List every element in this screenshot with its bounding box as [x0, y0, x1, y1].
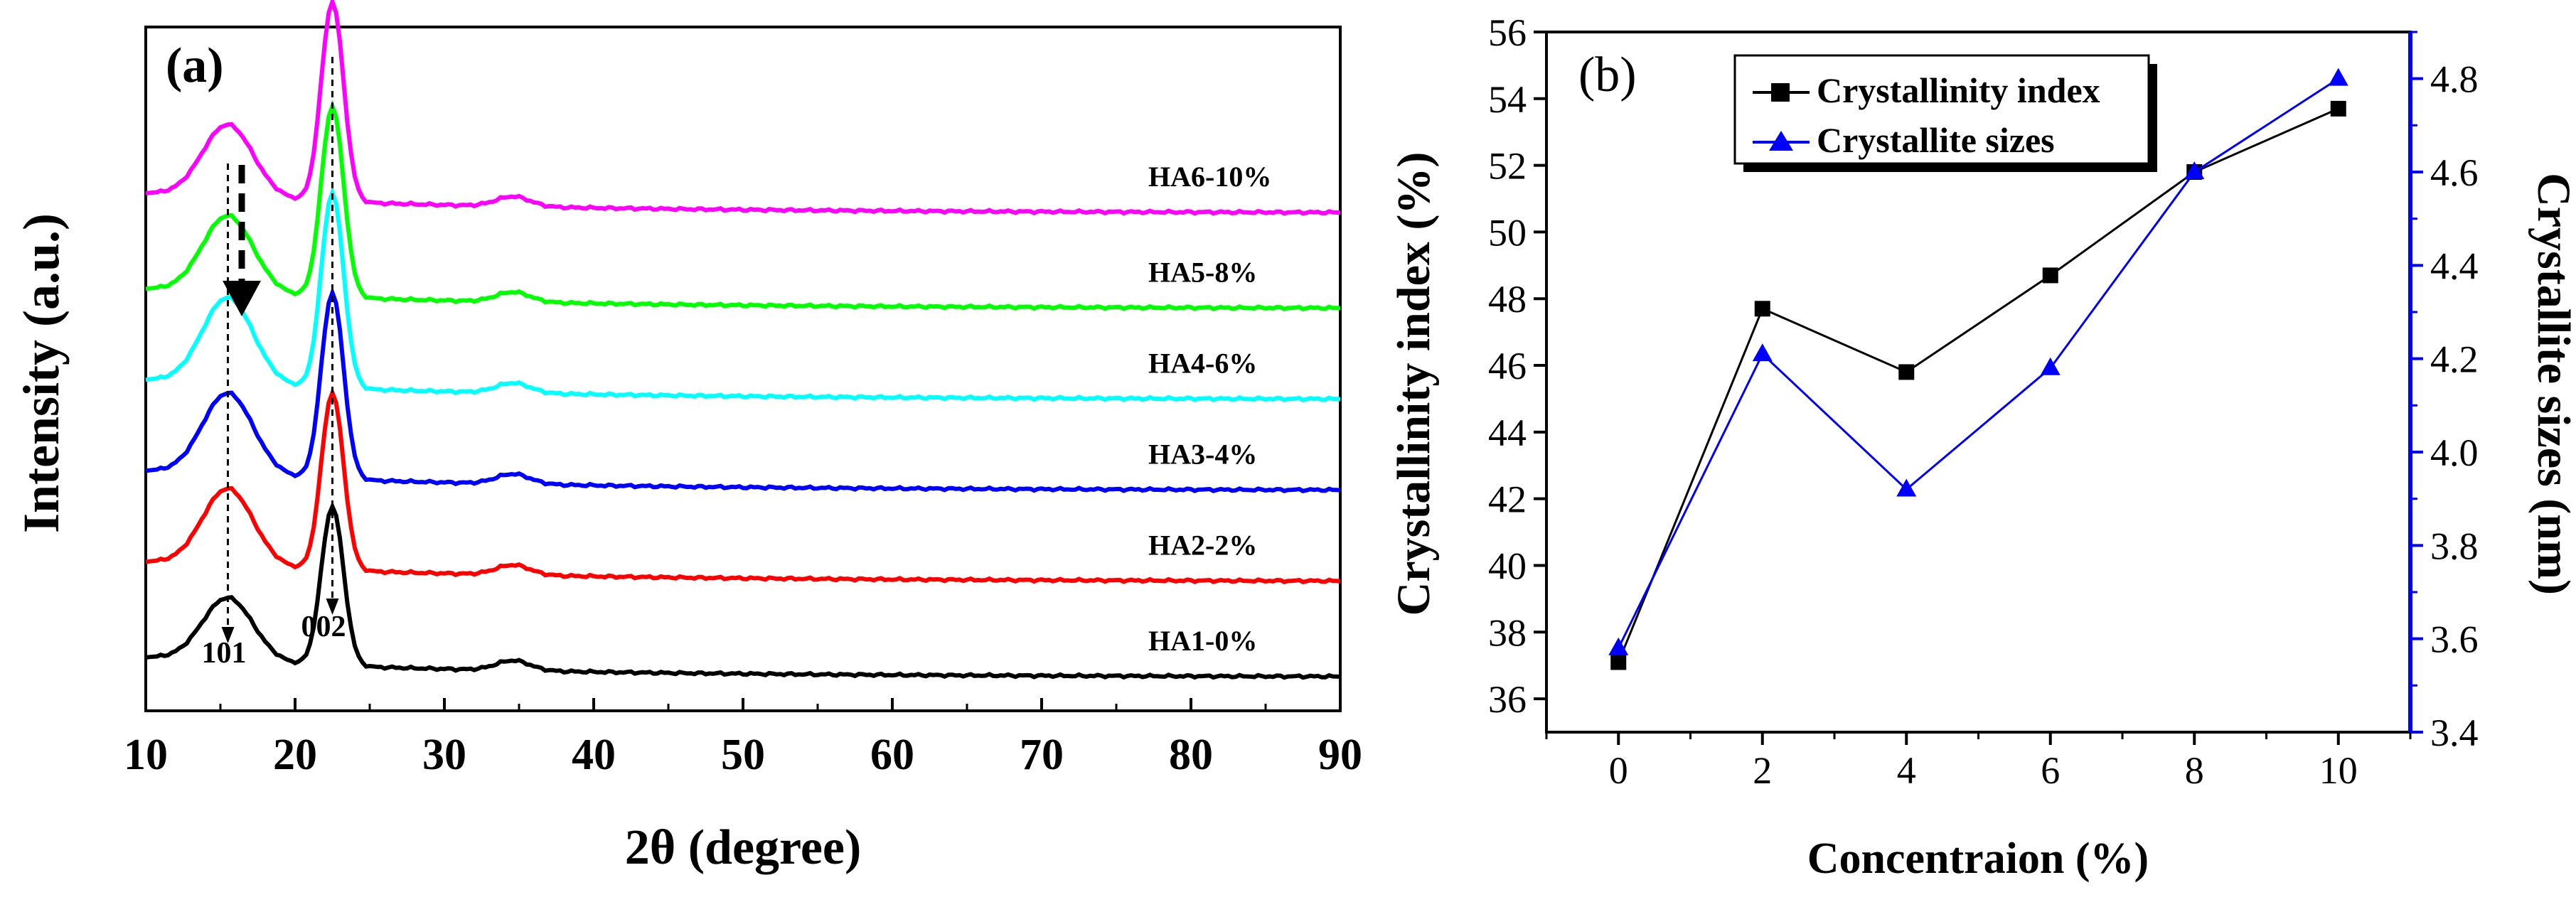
crystallinity-y-tick-label: 50: [1488, 211, 1527, 254]
xrd-peak-label-101: 101: [202, 637, 247, 670]
xrd-series-line: [145, 286, 1341, 494]
crystallinity-point: [1898, 364, 1915, 380]
crystallinity-y-tick-label: 52: [1488, 145, 1527, 188]
xrd-x-tick-label: 80: [1169, 731, 1213, 779]
xrd-series-line: [145, 0, 1341, 216]
crystallite-y2-tick-label: 4.6: [2430, 151, 2479, 194]
crystallite-point: [1896, 478, 1917, 497]
crystallite-y2-tick-label: 4.8: [2430, 58, 2479, 101]
xrd-x-tick-label: 50: [721, 731, 765, 779]
xrd-series-line: [145, 186, 1341, 403]
crystallinity-series: [1608, 68, 2348, 670]
crystallite-y2-tick-label: 3.4: [2430, 712, 2479, 754]
crystallinity-y-tick-label: 54: [1488, 78, 1527, 121]
xrd-panel: (a) 10 20 30 40 50 60 70 80 90 HA1-0% HA2-2% HA3-4…: [13, 0, 1362, 875]
crystallite-y2-tick-label: 3.6: [2430, 618, 2479, 661]
crystallinity-y-tick-label: 46: [1488, 345, 1527, 387]
shift-arrowhead: [223, 281, 261, 316]
crystallinity-series-line: [1617, 77, 2339, 649]
xrd-series: HA1-0% HA2-2% HA3-4% HA4-6% HA5-8% HA6-10%: [145, 0, 1341, 680]
crystallite-point: [2040, 357, 2061, 375]
xrd-panel-label: (a): [166, 38, 224, 93]
crystallinity-point: [2330, 100, 2346, 117]
xrd-x-axis-label: 2θ (degree): [625, 820, 862, 875]
crystallinity-y-tick-label: 56: [1488, 11, 1527, 54]
concentration-x-tick-label: 8: [2185, 749, 2204, 792]
legend-label-crystallinity: Crystallinity index: [1817, 70, 2100, 110]
xrd-series-label: HA3-4%: [1148, 439, 1257, 471]
concentration-x-tick-label: 10: [2319, 749, 2358, 792]
xrd-series-label: HA6-10%: [1148, 161, 1271, 193]
legend-label-crystallite: Crystallite sizes: [1817, 120, 2055, 160]
xrd-series-label: HA2-2%: [1148, 530, 1257, 562]
crystallinity-y-tick-label: 40: [1488, 544, 1527, 587]
legend-square-marker: [1771, 83, 1790, 102]
xrd-x-tick-label: 40: [572, 731, 616, 779]
crystallite-point: [2328, 68, 2348, 86]
crystallite-point: [1608, 637, 1629, 655]
concentration-x-tick-label: 2: [1753, 749, 1772, 792]
peak-002-arrowhead: [326, 599, 339, 615]
xrd-series-label: HA4-6%: [1148, 348, 1257, 380]
crystallinity-y-tick-label: 44: [1488, 412, 1527, 454]
crystallite-y2-tick-label: 4.0: [2430, 431, 2479, 474]
crystallite-y2-tick-label: 4.4: [2430, 245, 2479, 287]
crystallite-y2-tick-label: 4.2: [2430, 338, 2479, 381]
crystallite-y2-tick-label: 3.8: [2430, 525, 2479, 567]
xrd-x-tick-label: 30: [422, 731, 466, 779]
concentration-x-ticks: 0 2 4 6 8 10: [1545, 732, 2412, 792]
xrd-x-tick-label: 20: [273, 731, 317, 779]
concentration-x-tick-label: 0: [1609, 749, 1628, 792]
crystallite-point: [1752, 343, 1773, 362]
xrd-peak-label-002: 002: [301, 611, 346, 643]
xrd-series-line: [145, 100, 1341, 312]
crystallinity-y-tick-label: 48: [1488, 278, 1527, 321]
xrd-series-label: HA1-0%: [1148, 625, 1257, 657]
crystallite-y2-axis-label: Crystallite sizes (nm): [2528, 173, 2576, 595]
legend: Crystallinity index Crystallite sizes: [1733, 54, 2157, 172]
xrd-peak-arrows: [221, 57, 339, 643]
crystallinity-panel-label: (b): [1578, 48, 1637, 102]
concentration-x-tick-label: 6: [2041, 749, 2060, 792]
crystallite-point: [2184, 161, 2205, 179]
crystallinity-y-ticks: 36 38 40 42 44 46 48 50 52 54 56: [1488, 11, 1546, 721]
concentration-x-tick-label: 4: [1897, 749, 1916, 792]
concentration-x-axis-label: Concentraion (%): [1807, 834, 2149, 883]
xrd-series-line: [145, 500, 1341, 680]
xrd-x-ticks: 10 20 30 40 50 60 70 80 90: [124, 698, 1362, 779]
xrd-x-tick-label: 60: [870, 731, 914, 779]
legend-triangle-marker: [1769, 131, 1793, 151]
crystallinity-y-tick-label: 42: [1488, 478, 1527, 521]
xrd-series-label: HA5-8%: [1148, 257, 1257, 289]
xrd-x-tick-label: 90: [1318, 731, 1362, 779]
legend-box: [1733, 54, 2150, 165]
crystallinity-point: [1754, 301, 1770, 317]
crystallinity-y-tick-label: 36: [1488, 678, 1527, 721]
crystallinity-point: [2042, 267, 2058, 284]
crystallite-y2-ticks: 3.4 3.6 3.8 4.0 4.2 4.4 4.6 4.8: [2410, 31, 2479, 754]
xrd-y-axis-label: Intensity (a.u.): [13, 213, 70, 533]
xrd-x-tick-label: 10: [124, 731, 168, 779]
peak-101-arrowhead: [221, 627, 235, 643]
crystallinity-point: [1610, 654, 1627, 670]
xrd-series-line: [145, 387, 1341, 585]
crystallinity-y-tick-label: 38: [1488, 611, 1527, 654]
crystallinity-y-axis-label: Crystallinity index (%): [1388, 152, 1440, 616]
crystallinity-series-line: [1617, 107, 2339, 663]
xrd-x-tick-label: 70: [1020, 731, 1064, 779]
